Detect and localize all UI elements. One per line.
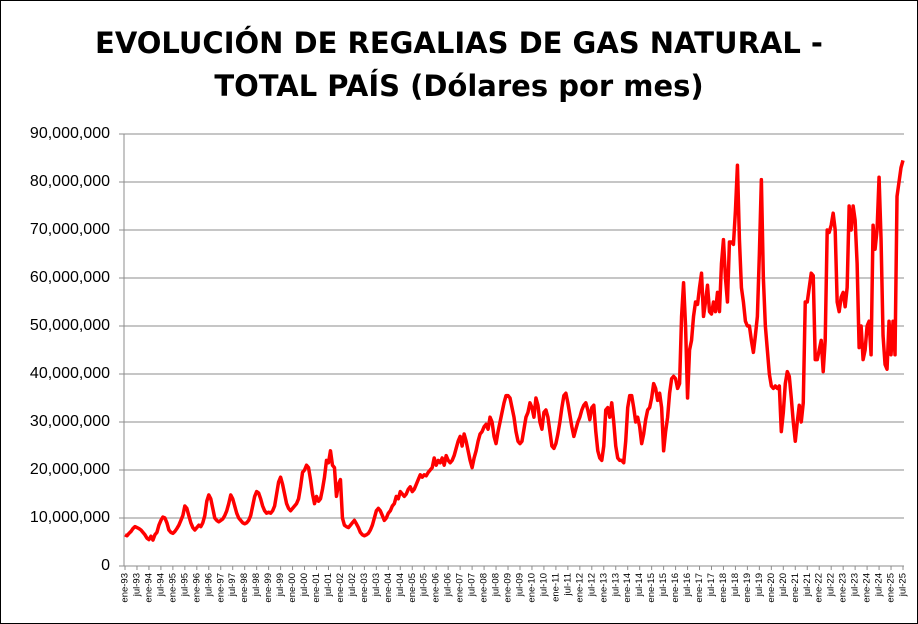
x-tick-label: ene-00 — [287, 573, 298, 603]
x-tick-label: ene-97 — [215, 573, 226, 603]
x-tick-label: ene-08 — [479, 573, 490, 603]
x-tick-label: jul-18 — [730, 573, 741, 597]
x-tick-label: jul-00 — [299, 573, 310, 597]
y-tick-label: 30,000,000 — [30, 413, 110, 430]
x-tick-label: jul-25 — [898, 573, 909, 597]
data-line — [124, 159, 905, 542]
x-tick-label: jul-93 — [131, 573, 142, 597]
x-tick-label: ene-04 — [383, 573, 394, 603]
x-tick-label: jul-03 — [371, 573, 382, 597]
y-tick-label: 50,000,000 — [30, 317, 110, 334]
x-tick-label: jul-10 — [538, 573, 549, 597]
x-tick-label: jul-05 — [419, 573, 430, 597]
x-tick-label: jul-99 — [275, 573, 286, 597]
y-tick-label: 60,000,000 — [30, 269, 110, 286]
x-tick-label: jul-98 — [251, 573, 262, 597]
x-tick-label: jul-04 — [395, 573, 406, 597]
x-tick-label: ene-03 — [359, 573, 370, 603]
x-tick-label: jul-16 — [682, 573, 693, 597]
x-tick-label: jul-19 — [754, 573, 765, 597]
x-tick-label: jul-14 — [634, 573, 645, 597]
x-tick-label: ene-23 — [838, 573, 849, 603]
x-tick-label: ene-25 — [886, 573, 897, 603]
x-tick-label: jul-23 — [850, 573, 861, 597]
y-tick-label: 0 — [101, 557, 110, 574]
y-tick-label: 10,000,000 — [30, 509, 110, 526]
x-tick-label: jul-13 — [610, 573, 621, 597]
x-tick-label: jul-21 — [802, 573, 813, 597]
x-tick-label: jul-20 — [778, 573, 789, 597]
x-tick-label: ene-15 — [646, 573, 657, 603]
x-tick-label: ene-24 — [862, 573, 873, 603]
x-tick-label: ene-02 — [335, 573, 346, 603]
x-tick-label: jul-97 — [227, 573, 238, 597]
x-tick-label: ene-06 — [431, 573, 442, 603]
x-tick-label: jul-06 — [443, 573, 454, 597]
x-tick-label: jul-95 — [179, 573, 190, 597]
x-tick-label: ene-99 — [263, 573, 274, 603]
x-tick-label: jul-96 — [203, 573, 214, 597]
x-tick-label: ene-21 — [790, 573, 801, 603]
x-tick-label: ene-17 — [694, 573, 705, 603]
y-tick-label: 20,000,000 — [30, 461, 110, 478]
x-tick-label: ene-09 — [503, 573, 514, 603]
x-tick-label: ene-10 — [526, 573, 537, 603]
chart-title: EVOLUCIÓN DE REGALIAS DE GAS NATURAL - — [95, 26, 823, 60]
x-tick-label: ene-22 — [814, 573, 825, 603]
x-tick-label: jul-11 — [562, 573, 573, 597]
x-tick-label: jul-24 — [874, 573, 885, 597]
x-tick-label: ene-98 — [239, 573, 250, 603]
x-tick-label: ene-11 — [550, 573, 561, 602]
x-tick-label: ene-14 — [622, 573, 633, 603]
x-tick-label: ene-94 — [143, 573, 154, 603]
x-tick-label: jul-17 — [706, 573, 717, 597]
x-tick-label: ene-05 — [407, 573, 418, 603]
x-tick-label: jul-07 — [467, 573, 478, 597]
x-tick-label: ene-01 — [311, 573, 322, 603]
y-tick-label: 70,000,000 — [30, 221, 110, 238]
x-tick-label: ene-19 — [742, 573, 753, 603]
x-tick-label: ene-07 — [455, 573, 466, 603]
x-tick-label: ene-13 — [598, 573, 609, 603]
x-tick-label: jul-09 — [515, 573, 526, 597]
x-tick-label: ene-96 — [191, 573, 202, 603]
chart-title: TOTAL PAÍS (Dólares por mes) — [214, 69, 703, 103]
y-tick-label: 40,000,000 — [30, 365, 110, 382]
x-tick-label: jul-15 — [658, 573, 669, 597]
x-tick-label: jul-08 — [491, 573, 502, 597]
x-tick-label: jul-02 — [347, 573, 358, 597]
x-tick-label: jul-94 — [155, 573, 166, 597]
x-tick-label: ene-16 — [670, 573, 681, 603]
x-tick-label: ene-20 — [766, 573, 777, 603]
x-tick-label: jul-01 — [323, 573, 334, 597]
x-tick-label: jul-22 — [826, 573, 837, 597]
x-tick-label: ene-12 — [574, 573, 585, 603]
x-tick-label: ene-95 — [167, 573, 178, 603]
y-tick-label: 80,000,000 — [30, 173, 110, 190]
x-tick-label: ene-93 — [120, 573, 131, 603]
x-tick-label: ene-18 — [718, 573, 729, 603]
y-tick-label: 90,000,000 — [30, 125, 110, 142]
x-tick-label: jul-12 — [586, 573, 597, 597]
